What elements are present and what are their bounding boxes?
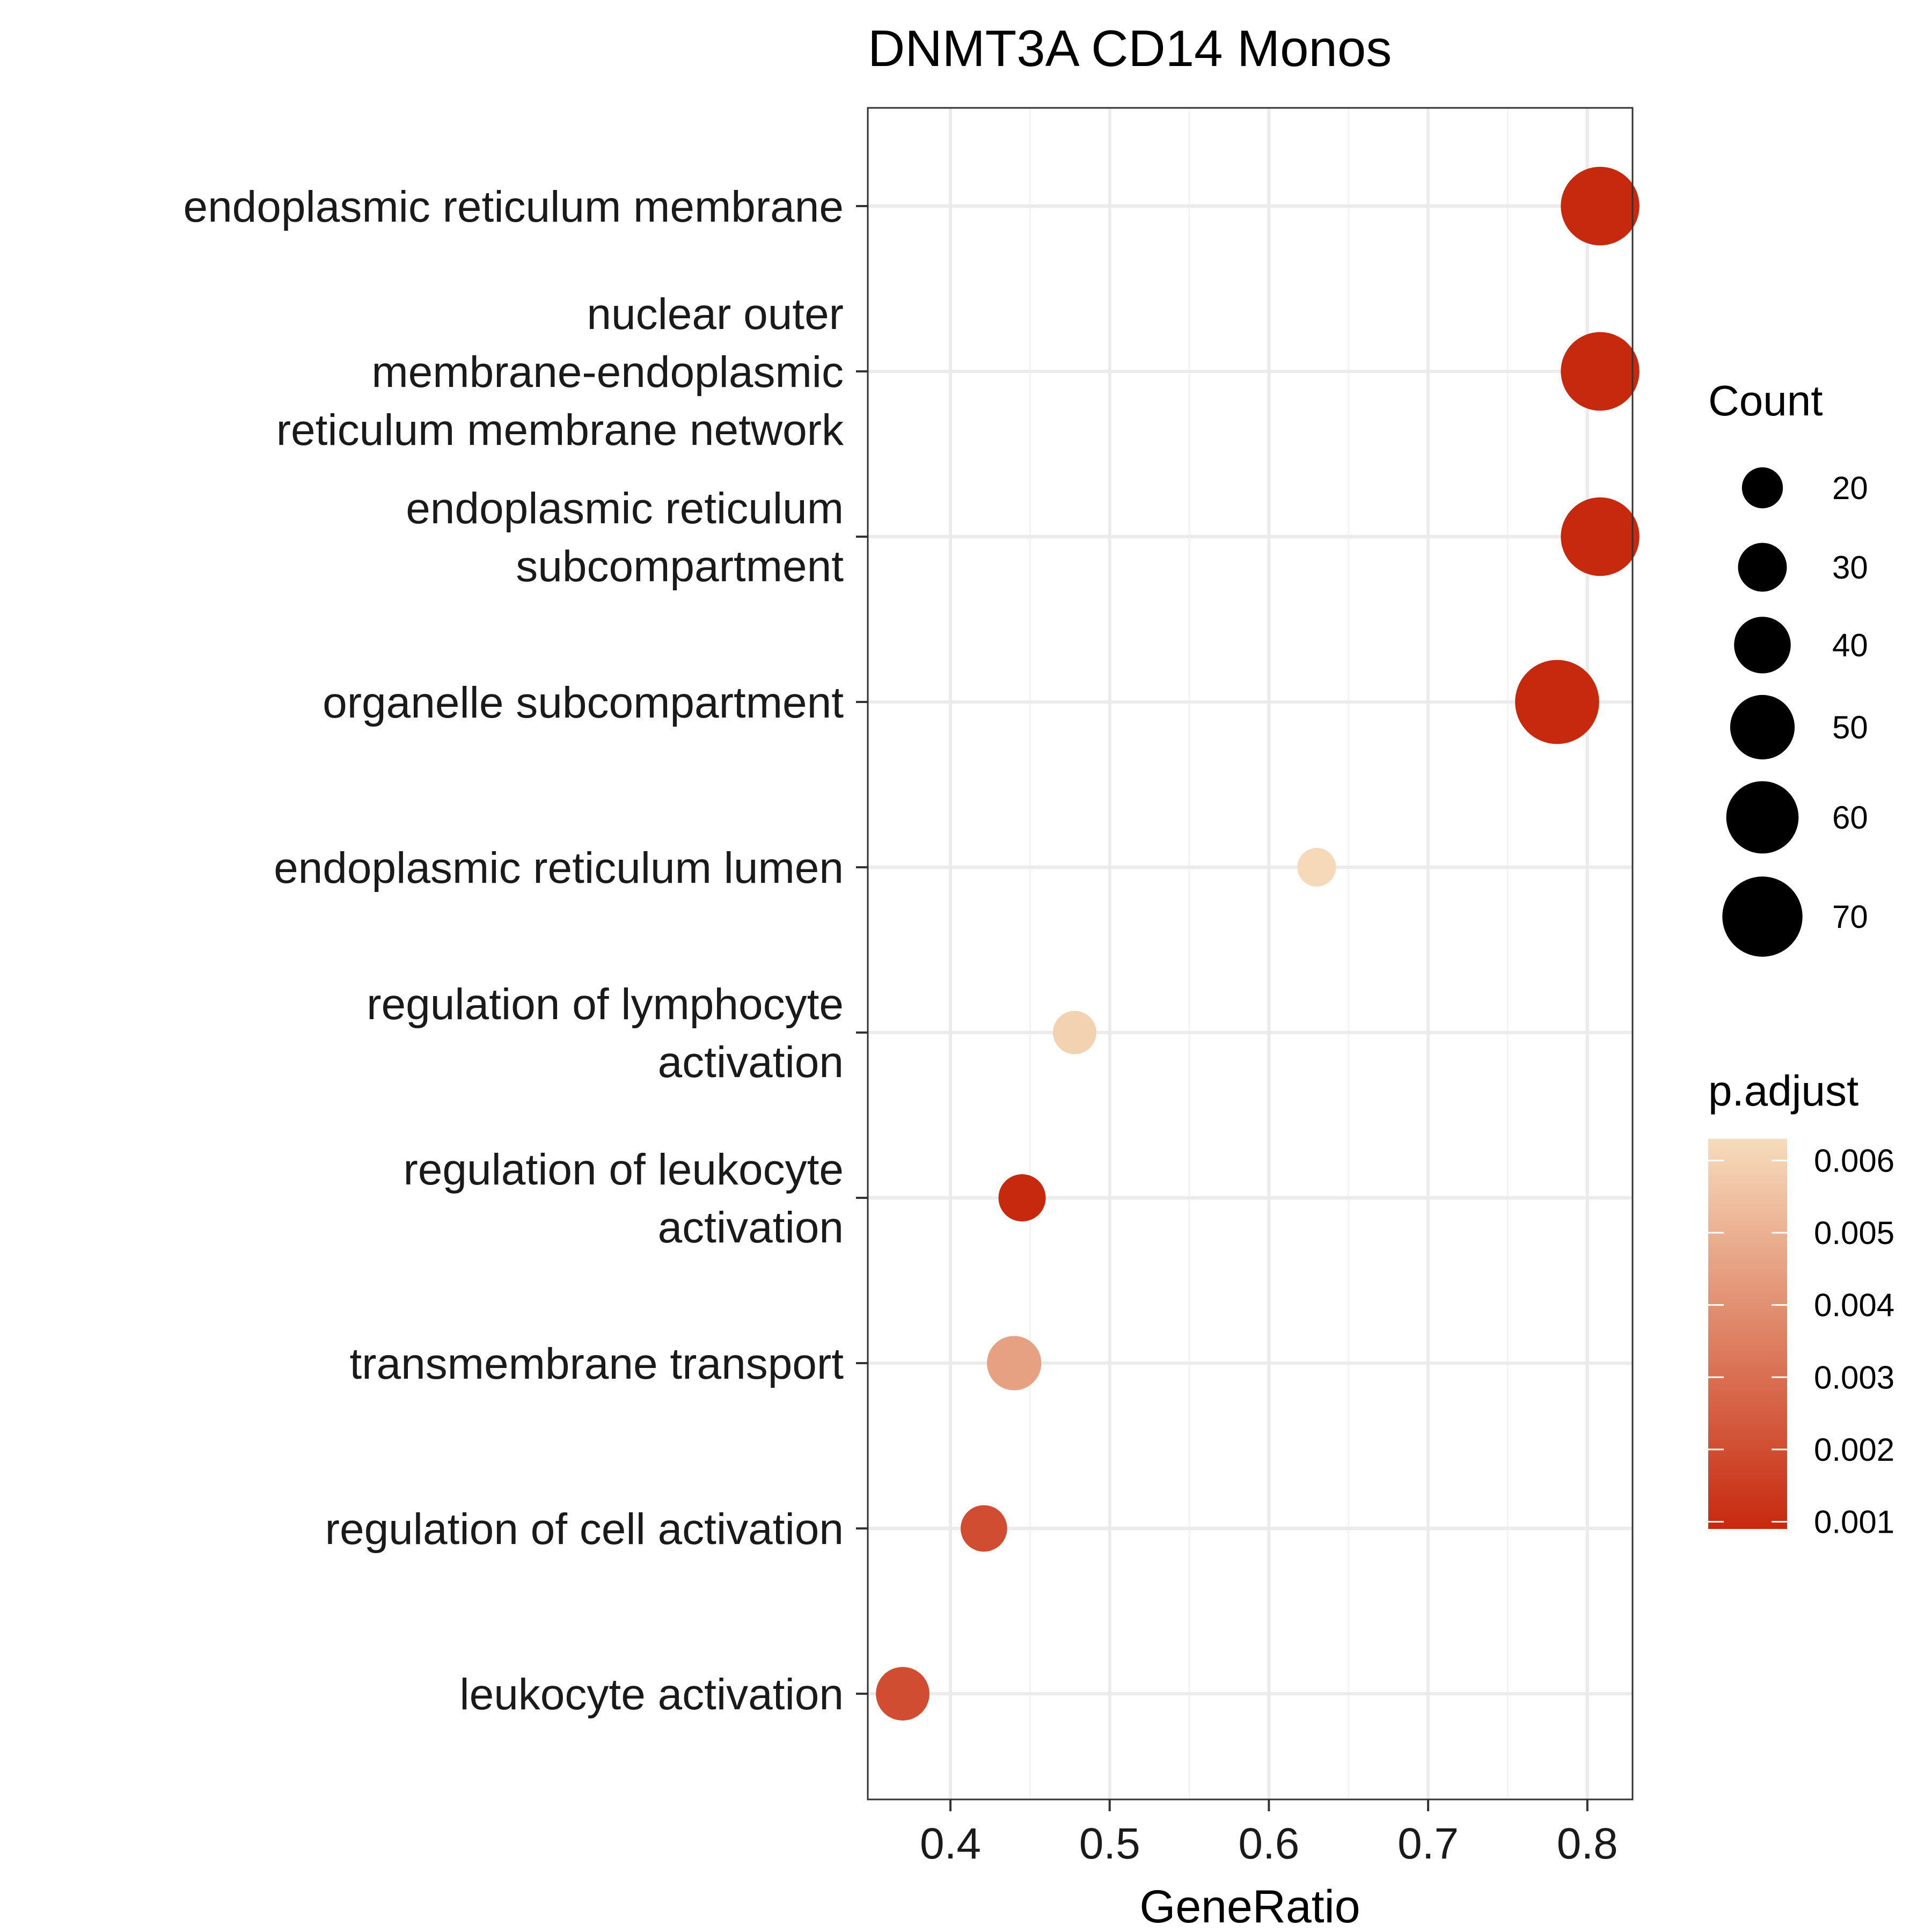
y-tick-label: activation	[658, 1038, 844, 1087]
y-tick-label: endoplasmic reticulum	[406, 484, 844, 533]
data-point	[998, 1174, 1046, 1222]
color-legend-label: 0.005	[1814, 1215, 1894, 1251]
size-legend: Count 20 30 40 50 60 70	[1708, 377, 1868, 957]
data-point	[876, 1667, 930, 1721]
color-legend-label: 0.002	[1814, 1432, 1894, 1468]
x-axis-title: GeneRatio	[1139, 1881, 1360, 1932]
size-legend-key	[1738, 543, 1787, 592]
data-point	[1515, 660, 1599, 744]
color-legend-label: 0.001	[1814, 1504, 1894, 1540]
data-point	[1561, 166, 1640, 246]
size-legend-key	[1730, 694, 1795, 760]
y-tick-label: reticulum membrane network	[276, 406, 844, 455]
y-tick-label: nuclear outer	[587, 290, 844, 339]
color-legend-label: 0.006	[1814, 1143, 1894, 1179]
y-tick-label: regulation of leukocyte	[403, 1145, 844, 1194]
color-legend: p.adjust 0.006 0.005 0.004 0.003 0.002 0.001	[1708, 1067, 1894, 1540]
y-tick-label: regulation of cell activation	[325, 1505, 844, 1554]
y-tick-label: transmembrane transport	[349, 1340, 844, 1388]
data-point	[961, 1505, 1007, 1552]
x-axis: 0.4 0.5 0.6 0.7 0.8	[920, 1799, 1618, 1868]
size-legend-label: 20	[1832, 470, 1868, 506]
color-legend-label: 0.004	[1814, 1287, 1894, 1323]
data-point	[1297, 848, 1336, 887]
color-legend-label: 0.003	[1814, 1359, 1894, 1395]
size-legend-label: 70	[1832, 899, 1868, 935]
x-tick-label: 0.7	[1397, 1819, 1459, 1868]
x-tick-label: 0.6	[1238, 1819, 1299, 1868]
x-tick-label: 0.8	[1557, 1819, 1618, 1868]
size-legend-key	[1726, 781, 1799, 854]
data-point	[1561, 332, 1640, 411]
color-legend-bar	[1708, 1139, 1787, 1529]
y-tick-label: leukocyte activation	[459, 1670, 844, 1719]
grid	[868, 108, 1633, 1799]
size-legend-title: Count	[1708, 377, 1823, 425]
y-tick-label: organelle subcompartment	[323, 678, 844, 727]
size-legend-label: 30	[1832, 550, 1868, 586]
panel-border	[867, 107, 1634, 1801]
data-point	[1053, 1011, 1096, 1055]
y-tick-label: endoplasmic reticulum membrane	[183, 182, 844, 231]
size-legend-key	[1722, 876, 1803, 957]
color-legend-title: p.adjust	[1708, 1067, 1858, 1115]
size-legend-label: 40	[1832, 627, 1868, 663]
size-legend-label: 50	[1832, 709, 1868, 745]
data-points	[876, 166, 1640, 1721]
x-tick-label: 0.4	[920, 1819, 981, 1868]
y-axis: endoplasmic reticulum membrane nuclear ou…	[183, 182, 868, 1719]
size-legend-key	[1734, 617, 1791, 674]
data-point	[987, 1336, 1042, 1391]
y-tick-label: regulation of lymphocyte	[367, 980, 844, 1029]
y-tick-label: activation	[658, 1203, 844, 1252]
size-legend-key	[1741, 467, 1783, 509]
y-tick-label: subcompartment	[516, 542, 844, 591]
y-tick-label: membrane-endoplasmic	[371, 348, 844, 397]
chart-title: DNMT3A CD14 Monos	[868, 20, 1392, 77]
x-tick-label: 0.5	[1079, 1819, 1140, 1868]
data-point	[1561, 497, 1640, 576]
size-legend-label: 60	[1832, 800, 1868, 836]
y-tick-label: endoplasmic reticulum lumen	[274, 844, 844, 892]
